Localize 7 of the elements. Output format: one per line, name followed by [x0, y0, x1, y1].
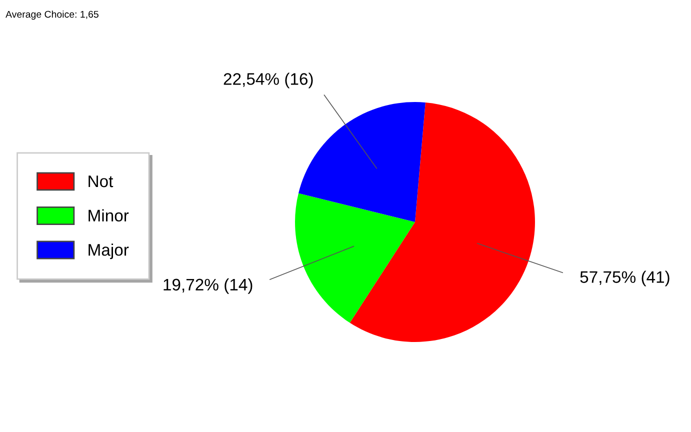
data-label: 19,72% (14)	[164, 278, 252, 294]
data-label: 57,75% (41)	[580, 270, 670, 286]
legend-label: Minor	[88, 209, 129, 222]
text: Average Choice: 1,65	[6, 10, 98, 20]
data-label: 22,54% (16)	[224, 72, 313, 88]
legend-label: Not	[88, 176, 114, 188]
legend-label: Major	[88, 244, 129, 260]
